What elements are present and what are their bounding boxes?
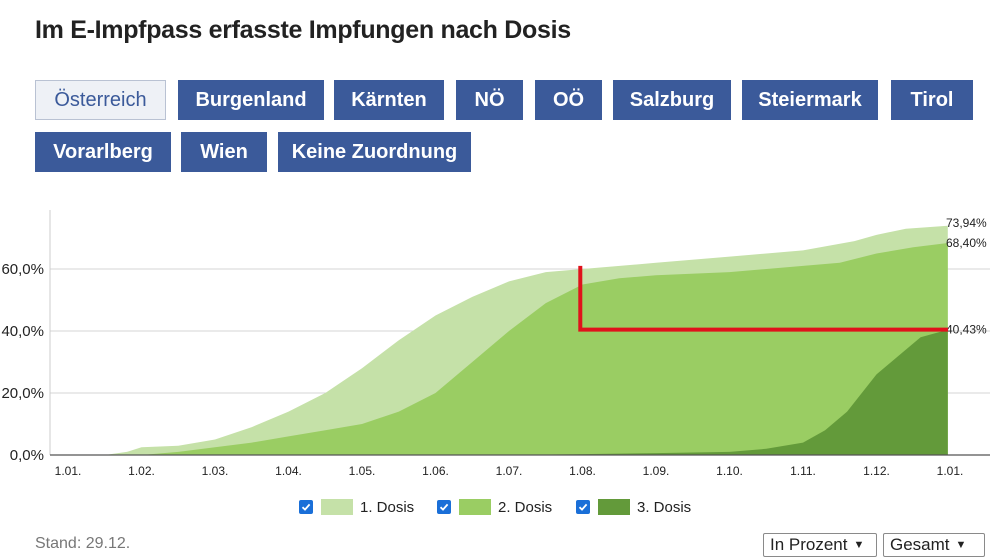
legend-item-dose-2[interactable]: 2. Dosis (437, 496, 552, 518)
x-tick-label: 1.09. (643, 464, 670, 478)
legend-swatch (321, 499, 353, 515)
range-select[interactable]: Gesamt ▼ (883, 533, 985, 557)
legend-item-dose-1[interactable]: 1. Dosis (299, 496, 414, 518)
y-tick-label: 0,0% (10, 447, 44, 464)
x-tick-label: 1.06. (422, 464, 449, 478)
area-series-dose-3 (68, 329, 948, 455)
x-tick-label: 1.08. (569, 464, 596, 478)
legend-label: 2. Dosis (498, 498, 553, 516)
y-tick-label: 20,0% (1, 385, 44, 402)
x-tick-label: 1.01. (937, 464, 964, 478)
region-button-burgenland[interactable]: Burgenland (178, 80, 324, 120)
checkbox-checked-icon[interactable] (437, 500, 451, 514)
legend-label: 1. Dosis (360, 498, 415, 516)
range-select-value: Gesamt (890, 535, 950, 554)
region-button-nö[interactable]: NÖ (456, 80, 523, 120)
x-tick-label: 1.01. (55, 464, 82, 478)
x-tick-label: 1.04. (275, 464, 302, 478)
region-button-wien[interactable]: Wien (181, 132, 267, 172)
y-tick-label: 60,0% (1, 261, 44, 278)
checkbox-checked-icon[interactable] (299, 500, 313, 514)
unit-select-value: In Prozent (770, 535, 848, 554)
region-button-steiermark[interactable]: Steiermark (742, 80, 878, 120)
end-value-label: 73,94% (946, 216, 987, 230)
checkbox-checked-icon[interactable] (576, 500, 590, 514)
x-tick-label: 1.10. (716, 464, 743, 478)
region-button-oö[interactable]: OÖ (535, 80, 602, 120)
x-tick-label: 1.03. (202, 464, 229, 478)
x-tick-label: 1.12. (863, 464, 890, 478)
region-button-salzburg[interactable]: Salzburg (613, 80, 731, 120)
stand-date: Stand: 29.12. (35, 535, 131, 552)
region-button-kärnten[interactable]: Kärnten (334, 80, 444, 120)
vaccination-area-chart: 0,0% 20,0% 40,0% 60,0% 1.01. 1.02. 1.03. 1.04. 1… (1, 210, 990, 478)
x-tick-label: 1.11. (790, 464, 816, 478)
legend-swatch (459, 499, 491, 515)
end-value-label: 40,43% (946, 323, 987, 337)
region-button-keine-zuordnung[interactable]: Keine Zuordnung (278, 132, 471, 172)
legend-swatch (598, 499, 630, 515)
page-title: Im E-Impfpass erfasste Impfungen nach Do… (35, 16, 571, 44)
x-tick-label: 1.02. (128, 464, 155, 478)
chevron-down-icon: ▼ (955, 539, 967, 551)
legend-label: 3. Dosis (637, 498, 692, 516)
end-value-label: 68,40% (946, 236, 987, 250)
unit-select[interactable]: In Prozent ▼ (763, 533, 877, 557)
region-button-österreich[interactable]: Österreich (35, 80, 166, 120)
x-tick-label: 1.05. (349, 464, 376, 478)
y-tick-label: 40,0% (1, 323, 44, 340)
region-button-vorarlberg[interactable]: Vorarlberg (35, 132, 171, 172)
chevron-down-icon: ▼ (853, 539, 865, 551)
x-tick-label: 1.07. (496, 464, 523, 478)
annotation-marker (578, 265, 948, 332)
area-series-dose-2 (68, 243, 948, 455)
region-button-tirol[interactable]: Tirol (891, 80, 973, 120)
legend-item-dose-3[interactable]: 3. Dosis (576, 496, 691, 518)
